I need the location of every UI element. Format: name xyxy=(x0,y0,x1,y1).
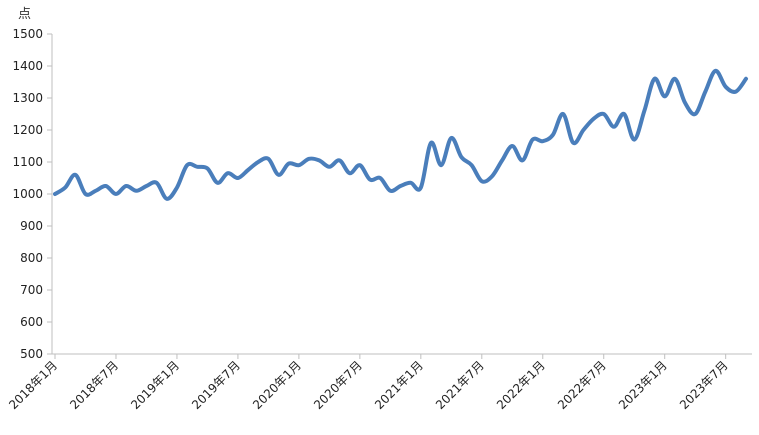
data-point xyxy=(135,189,138,192)
data-point xyxy=(328,165,331,168)
x-tick-label: 2021年1月 xyxy=(372,358,426,412)
data-point xyxy=(602,113,605,116)
x-tick-label: 2019年7月 xyxy=(189,358,243,412)
data-point xyxy=(419,186,422,189)
data-point xyxy=(287,162,290,165)
data-point xyxy=(633,138,636,141)
data-point xyxy=(704,90,707,93)
x-tick-label: 2023年7月 xyxy=(677,358,731,412)
y-tick-label: 700 xyxy=(20,283,43,297)
data-point xyxy=(623,113,626,116)
data-point xyxy=(308,157,311,160)
data-point xyxy=(643,109,646,112)
data-point xyxy=(175,186,178,189)
data-point xyxy=(155,181,158,184)
data-point xyxy=(541,140,544,143)
data-point xyxy=(734,90,737,93)
data-point xyxy=(165,197,168,200)
data-point xyxy=(348,172,351,175)
y-tick-label: 1300 xyxy=(12,91,43,105)
data-point xyxy=(653,77,656,80)
data-point xyxy=(74,173,77,176)
data-point xyxy=(572,141,575,144)
data-point xyxy=(612,125,615,128)
data-point xyxy=(145,185,148,188)
data-point xyxy=(460,156,463,159)
y-tick-label: 1100 xyxy=(12,155,43,169)
data-point xyxy=(480,180,483,183)
data-point xyxy=(694,113,697,116)
data-point xyxy=(84,193,87,196)
data-point xyxy=(745,77,748,80)
x-axis: 2018年1月 2018年7月 2019年1月 2019年7月 2020年1月 2020年… xyxy=(6,353,752,412)
y-tick-label: 600 xyxy=(20,315,43,329)
data-point xyxy=(216,181,219,184)
data-point xyxy=(267,157,270,160)
y-tick-label: 1400 xyxy=(12,59,43,73)
data-point xyxy=(338,159,341,162)
data-point xyxy=(277,173,280,176)
y-axis: 500 600 700 800 900 1000 1100 1200 1300 1400 1500 xyxy=(12,27,53,361)
data-point xyxy=(318,159,321,162)
data-point xyxy=(399,185,402,188)
data-point xyxy=(409,181,412,184)
x-tick-label: 2022年1月 xyxy=(494,358,548,412)
data-point xyxy=(206,167,209,170)
data-point xyxy=(470,164,473,167)
series-layer xyxy=(53,68,748,201)
x-tick-label: 2020年7月 xyxy=(311,358,365,412)
x-tick-label: 2023年1月 xyxy=(616,358,670,412)
x-tick-label: 2022年7月 xyxy=(555,358,609,412)
data-point xyxy=(297,164,300,167)
data-point xyxy=(724,85,727,88)
data-point xyxy=(562,113,565,116)
y-tick-label: 500 xyxy=(20,347,43,361)
x-tick-label: 2018年7月 xyxy=(67,358,121,412)
data-point xyxy=(673,77,676,80)
data-point xyxy=(196,165,199,168)
data-point xyxy=(236,177,239,180)
series-line xyxy=(53,68,748,201)
data-point xyxy=(450,137,453,140)
data-point xyxy=(247,169,250,172)
data-point xyxy=(125,185,128,188)
data-point xyxy=(490,175,493,178)
data-point xyxy=(257,161,260,164)
data-point xyxy=(389,189,392,192)
data-point xyxy=(684,101,687,104)
y-axis-unit-label: 点 xyxy=(18,7,31,22)
data-point xyxy=(104,185,107,188)
x-tick-label: 2021年7月 xyxy=(433,358,487,412)
data-point xyxy=(521,159,524,162)
data-point xyxy=(54,193,57,196)
data-point xyxy=(94,189,97,192)
y-tick-label: 1200 xyxy=(12,123,43,137)
data-point xyxy=(511,145,514,148)
y-tick-label: 1000 xyxy=(12,187,43,201)
data-point xyxy=(186,164,189,167)
data-point xyxy=(369,178,372,181)
data-point xyxy=(551,133,554,136)
data-point xyxy=(582,129,585,132)
data-point xyxy=(358,164,361,167)
data-point xyxy=(531,138,534,141)
data-point xyxy=(663,95,666,98)
data-point xyxy=(501,159,504,162)
y-tick-label: 1500 xyxy=(12,27,43,41)
data-point xyxy=(379,177,382,180)
data-point xyxy=(114,193,117,196)
y-tick-label: 900 xyxy=(20,219,43,233)
x-tick-label: 2019年1月 xyxy=(128,358,182,412)
data-point xyxy=(64,186,67,189)
y-tick-label: 800 xyxy=(20,251,43,265)
x-tick-label: 2018年1月 xyxy=(6,358,60,412)
data-point xyxy=(440,164,443,167)
data-point xyxy=(429,141,432,144)
data-point xyxy=(714,69,717,72)
data-point xyxy=(226,172,229,175)
data-point xyxy=(592,117,595,120)
x-tick-label: 2020年1月 xyxy=(250,358,304,412)
